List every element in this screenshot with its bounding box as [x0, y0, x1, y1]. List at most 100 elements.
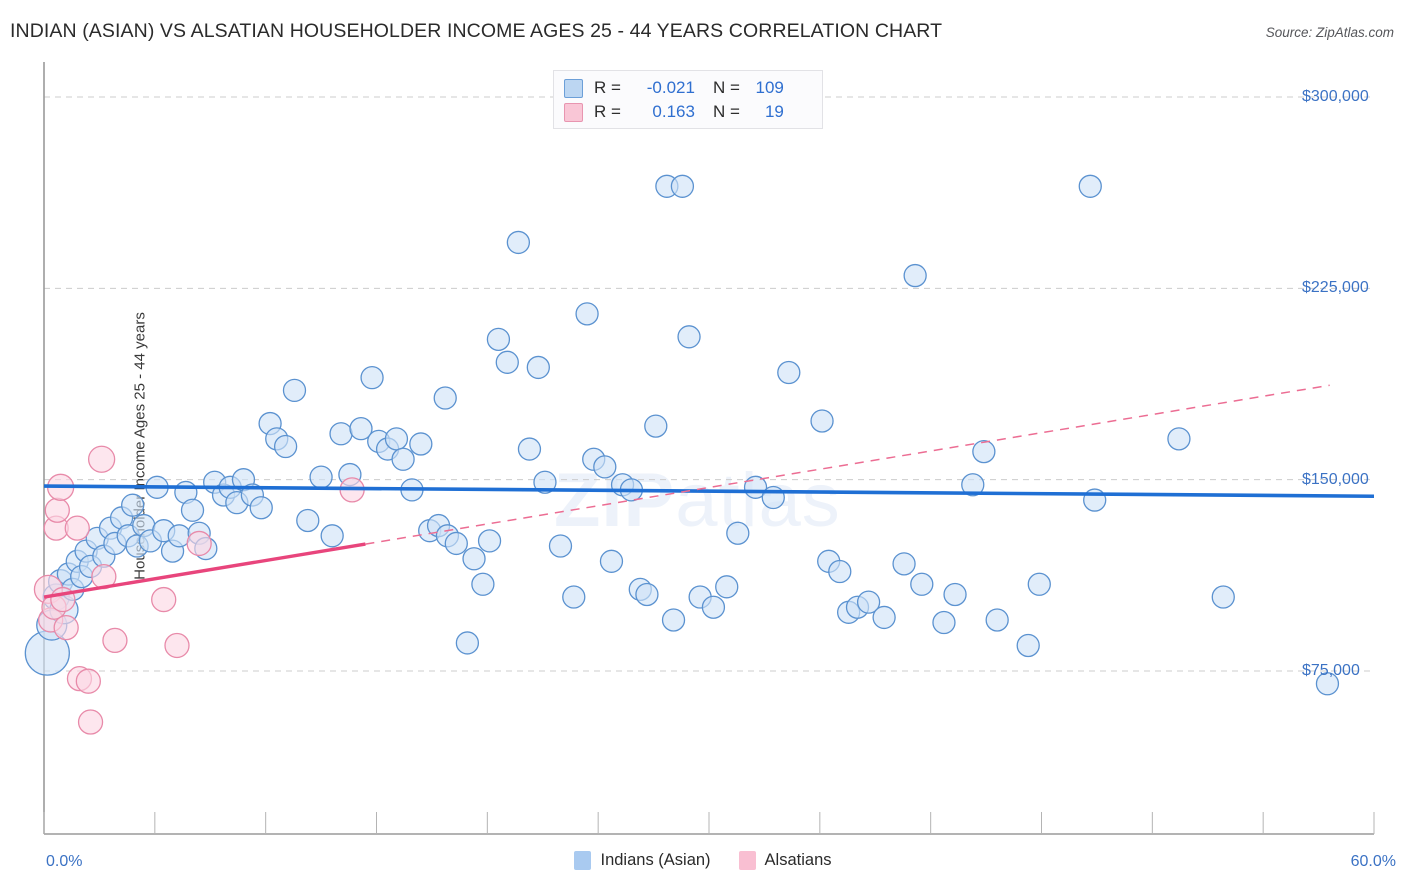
trend-line-alsatians-solid — [43, 542, 366, 599]
data-point[interactable] — [409, 432, 433, 456]
data-point[interactable] — [53, 614, 79, 641]
data-point[interactable] — [892, 552, 916, 576]
data-point[interactable] — [87, 445, 116, 473]
r-value-alsatians: 0.163 — [652, 102, 695, 121]
y-tick-label-300000: $300,000 — [1302, 88, 1369, 105]
y-tick-label-225000: $225,000 — [1302, 279, 1369, 297]
legend-label-indians: Indians (Asian) — [600, 851, 711, 869]
legend-item-indians[interactable]: Indians (Asian) — [574, 851, 711, 870]
data-point[interactable] — [384, 427, 409, 451]
data-point[interactable] — [562, 585, 586, 609]
data-point[interactable] — [526, 355, 550, 380]
data-point[interactable] — [961, 473, 985, 497]
stat-row-indians: R = -0.021 N = 109 — [564, 76, 812, 100]
legend-color-alsatians — [738, 851, 756, 870]
data-point[interactable] — [1315, 672, 1340, 696]
data-point[interactable] — [296, 508, 320, 533]
data-point[interactable] — [151, 586, 177, 613]
data-point[interactable] — [599, 549, 624, 573]
data-point[interactable] — [910, 572, 934, 596]
data-point[interactable] — [186, 530, 212, 557]
data-point[interactable] — [644, 414, 668, 438]
series-alsatians — [33, 445, 365, 735]
data-point[interactable] — [249, 496, 273, 520]
data-point[interactable] — [593, 455, 617, 479]
data-point[interactable] — [670, 174, 695, 198]
data-point[interactable] — [828, 559, 852, 584]
data-point[interactable] — [726, 521, 750, 545]
data-point[interactable] — [77, 709, 104, 735]
data-point[interactable] — [44, 497, 70, 523]
legend-label-alsatians: Alsatians — [764, 851, 832, 869]
legend-color-indians — [574, 851, 592, 870]
data-point[interactable] — [471, 572, 495, 596]
trend-line-indians — [43, 484, 1375, 499]
data-point[interactable] — [903, 263, 927, 288]
series-indians — [24, 174, 1340, 696]
data-point[interactable] — [856, 590, 881, 614]
data-point[interactable] — [635, 582, 659, 607]
data-point[interactable] — [517, 437, 542, 461]
data-point[interactable] — [677, 325, 701, 349]
y-tick-label-150000: $150,000 — [1302, 470, 1369, 488]
y-tick-label-75000: $75,000 — [1302, 662, 1360, 679]
r-value-indians: -0.021 — [646, 78, 695, 97]
stat-row-alsatians: R = 0.163 N = 19 — [564, 100, 812, 124]
x-tick-label-min: 0.0% — [46, 853, 83, 870]
series-legend: Indians (Asian) Alsatians — [0, 851, 1406, 870]
data-point[interactable] — [164, 632, 190, 659]
data-point[interactable] — [575, 302, 599, 326]
data-point[interactable] — [391, 447, 415, 471]
data-point[interactable] — [477, 529, 502, 553]
data-point[interactable] — [349, 416, 373, 441]
data-point[interactable] — [972, 439, 996, 464]
x-tick-label-max: 60.0% — [1350, 853, 1396, 870]
r-label-indians: R = — [594, 78, 621, 97]
data-point[interactable] — [462, 547, 486, 571]
r-label-alsatians: R = — [594, 102, 621, 121]
data-point[interactable] — [715, 575, 739, 599]
data-point[interactable] — [1027, 572, 1051, 596]
data-point[interactable] — [495, 350, 519, 374]
data-point[interactable] — [309, 465, 333, 489]
data-point[interactable] — [810, 409, 834, 433]
data-point[interactable] — [282, 378, 307, 403]
scatter-svg — [24, 62, 1375, 835]
data-point[interactable] — [1167, 427, 1191, 451]
data-point[interactable] — [506, 230, 531, 255]
data-point[interactable] — [1078, 174, 1102, 198]
data-point[interactable] — [943, 582, 967, 607]
data-point[interactable] — [329, 422, 353, 446]
n-label-alsatians: N = — [712, 102, 740, 121]
legend-swatch-alsatians — [564, 102, 583, 122]
data-point[interactable] — [661, 608, 686, 632]
data-point[interactable] — [533, 470, 557, 494]
data-point[interactable] — [121, 493, 145, 517]
trend-line-alsatians-dashed — [365, 384, 1330, 545]
data-point[interactable] — [273, 434, 298, 459]
data-point[interactable] — [75, 668, 101, 694]
legend-item-alsatians[interactable]: Alsatians — [738, 851, 832, 870]
data-point[interactable] — [985, 608, 1009, 632]
data-point[interactable] — [360, 365, 384, 390]
data-point[interactable] — [932, 610, 956, 635]
data-point[interactable] — [444, 531, 468, 556]
data-point[interactable] — [320, 524, 344, 548]
data-point[interactable] — [701, 595, 726, 619]
data-point[interactable] — [486, 327, 511, 352]
data-point[interactable] — [455, 631, 480, 655]
data-point[interactable] — [872, 605, 896, 630]
n-label-indians: N = — [712, 78, 740, 97]
data-point[interactable] — [548, 534, 573, 558]
legend-swatch-indians — [564, 78, 583, 98]
data-point[interactable] — [64, 515, 90, 541]
source-attribution: Source: ZipAtlas.com — [1265, 25, 1394, 40]
data-point[interactable] — [777, 360, 801, 385]
data-point[interactable] — [1016, 633, 1040, 658]
data-point[interactable] — [102, 627, 128, 654]
data-point[interactable] — [1211, 585, 1235, 609]
statistics-legend: R = -0.021 N = 109 R = 0.163 N = 19 — [553, 70, 823, 129]
data-point[interactable] — [433, 386, 457, 410]
data-point[interactable] — [180, 498, 205, 522]
